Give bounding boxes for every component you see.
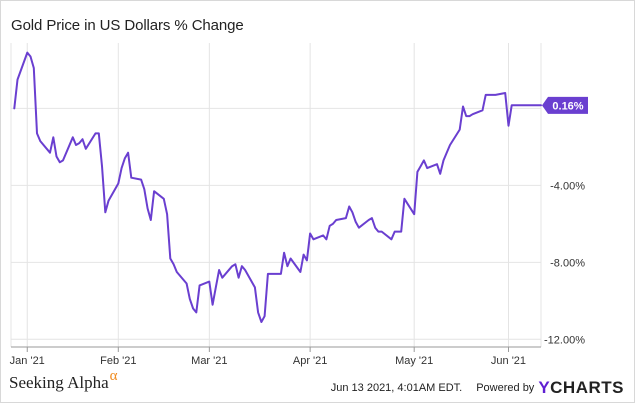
last-value-label: 0.16% (552, 100, 583, 112)
x-tick-label: Feb '21 (100, 355, 136, 367)
powered-by-label: Powered by (476, 382, 535, 394)
x-tick-label: Jun '21 (491, 355, 526, 367)
x-tick-label: Jan '21 (10, 355, 45, 367)
y-tick-label: -8.00% (550, 257, 585, 269)
series-line (13, 51, 542, 323)
ycharts-y: Y (538, 378, 551, 397)
y-tick-label: -4.00% (550, 180, 585, 192)
ycharts-logo[interactable]: YCHARTS (538, 378, 624, 398)
y-tick-label: -12.00% (544, 334, 585, 346)
chart-title: Gold Price in US Dollars % Change (11, 17, 244, 34)
x-tick-label: Apr '21 (293, 355, 328, 367)
timestamp: Jun 13 2021, 4:01AM EDT. (330, 382, 463, 394)
x-tick-label: Mar '21 (191, 355, 227, 367)
x-tick-label: May '21 (395, 355, 433, 367)
chart-footer: Jun 13 2021, 4:01AM EDT. Powered by YCHA… (331, 378, 624, 398)
brand-name: Seeking Alpha (9, 373, 109, 392)
seeking-alpha-logo: Seeking Alphaα (9, 368, 118, 393)
alpha-mark: α (109, 368, 118, 384)
last-value-badge (542, 96, 588, 114)
ycharts-text: CHARTS (550, 378, 624, 397)
